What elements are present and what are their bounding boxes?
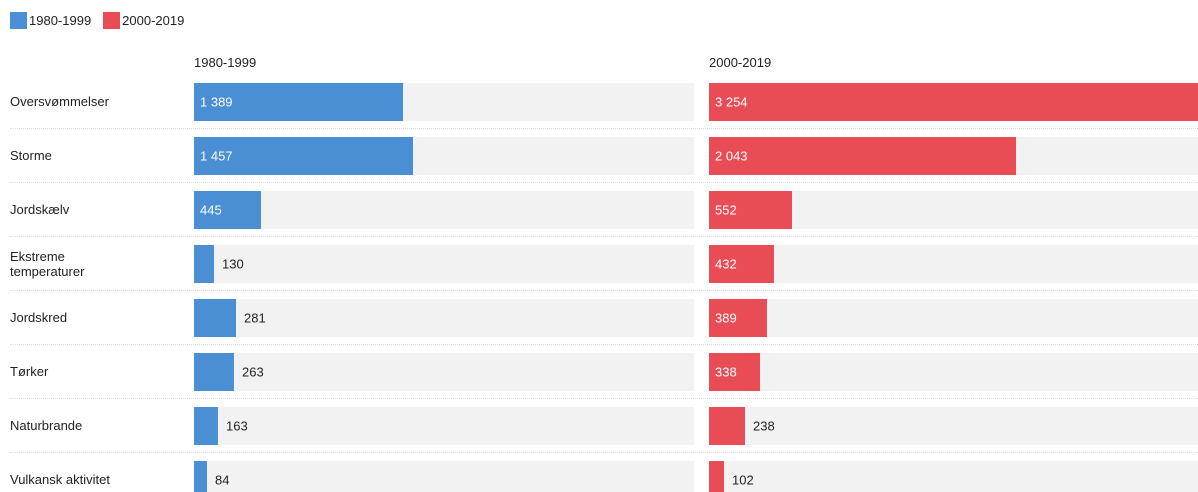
data-label: 102 [732,472,754,488]
data-label: 445 [200,202,222,218]
row-divider [10,236,1198,237]
bar-track: 389 [709,299,1198,337]
bar-20002019-vulkansk-aktivitet [709,461,724,492]
legend-label-1980-1999: 1980-1999 [29,13,92,28]
legend-swatch-1980-1999 [10,12,27,29]
bar-track: 3 254 [709,83,1198,121]
bar-20002019-oversvommelser [709,83,1198,121]
bar-19801999-ekstreme-temperaturer [194,245,214,283]
column-header-1980-1999: 1980-1999 [194,55,257,70]
row-label-ekstreme-temperaturer: Ekstreme temperaturer [10,249,85,279]
bar-20002019-ekstreme-temperaturer [709,245,774,283]
bar-20002019-storme [709,137,1016,175]
bar-track: 84 [194,461,694,492]
bar-track: 1 457 [194,137,694,175]
legend-label-2000-2019: 2000-2019 [122,13,185,28]
data-label: 389 [715,310,737,326]
row-divider [10,344,1198,345]
legend: 1980-1999 2000-2019 [10,12,196,29]
row-divider [10,290,1198,291]
row-label-oversvommelser: Oversvømmelser [10,94,109,109]
data-label: 1 389 [200,94,233,110]
legend-item-1980-1999: 1980-1999 [10,12,91,29]
legend-swatch-2000-2019 [103,12,121,29]
row-label-naturbrande: Naturbrande [10,418,83,433]
bar-19801999-jordskred [194,299,236,337]
row-label-vulkansk-aktivitet: Vulkansk aktivitet [10,472,110,487]
bar-track: 281 [194,299,694,337]
bar-19801999-vulkansk-aktivitet [194,461,207,492]
data-label: 163 [226,418,248,434]
bar-20002019-jordskaelv [709,191,792,229]
bar-track: 432 [709,245,1198,283]
data-label: 3 254 [715,94,748,110]
bar-track: 1 389 [194,83,694,121]
bar-track: 163 [194,407,694,445]
bar-19801999-oversvommelser [194,83,403,121]
row-divider [10,452,1198,453]
bar-track: 2 043 [709,137,1198,175]
bar-19801999-torker [194,353,234,391]
bar-track: 102 [709,461,1198,492]
data-label: 552 [715,202,737,218]
data-label: 281 [244,310,266,326]
row-label-torker: Tørker [10,364,49,379]
row-divider [10,182,1198,183]
bar-20002019-naturbrande [709,407,745,445]
row-label-storme: Storme [10,148,52,163]
bar-track: 130 [194,245,694,283]
bar-track: 263 [194,353,694,391]
data-label: 432 [715,256,737,272]
bar-track: 552 [709,191,1198,229]
row-label-jordskred: Jordskred [10,310,68,325]
bar-track: 238 [709,407,1198,445]
row-label-jordskaelv: Jordskælv [10,202,70,217]
legend-item-2000-2019: 2000-2019 [103,12,184,29]
data-label: 130 [222,256,244,272]
bar-19801999-naturbrande [194,407,218,445]
column-header-2000-2019: 2000-2019 [709,55,772,70]
bar-20002019-torker [709,353,760,391]
bar-19801999-storme [194,137,413,175]
row-divider [10,398,1198,399]
bar-19801999-jordskaelv [194,191,261,229]
data-label: 263 [242,364,264,380]
data-label: 84 [215,472,230,488]
bar-track: 445 [194,191,694,229]
row-divider [10,128,1198,129]
data-label: 1 457 [200,148,233,164]
data-label: 338 [715,364,737,380]
bar-track: 338 [709,353,1198,391]
bar-20002019-jordskred [709,299,767,337]
data-label: 238 [753,418,775,434]
data-label: 2 043 [715,148,748,164]
